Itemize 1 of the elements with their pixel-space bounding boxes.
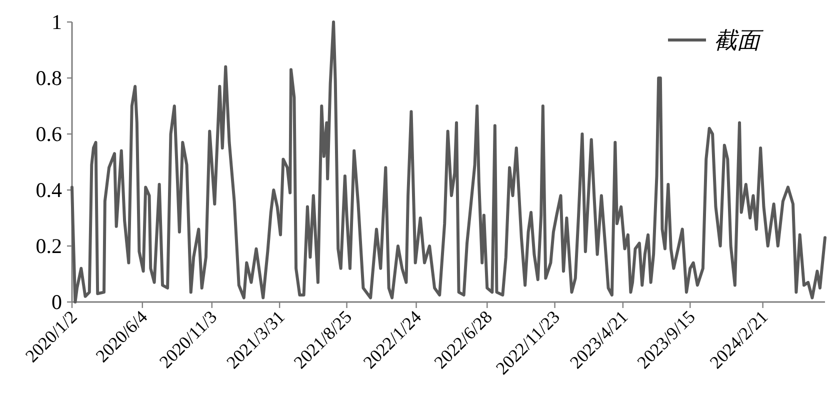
legend-label: 截面 [714,28,764,53]
